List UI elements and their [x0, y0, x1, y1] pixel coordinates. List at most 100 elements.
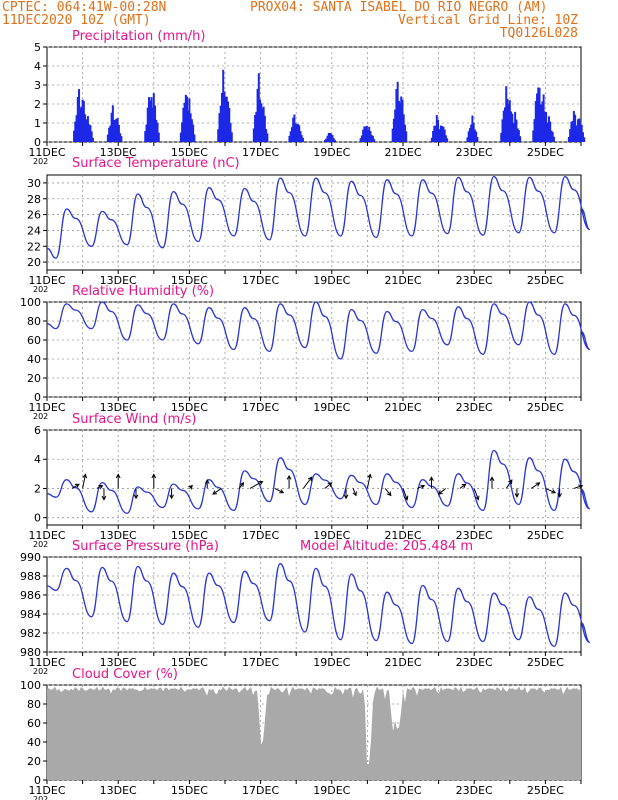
plot-frame	[46, 301, 582, 398]
precip-bar	[147, 133, 150, 142]
wind-vector	[302, 476, 313, 489]
x-tick-label: 17DEC	[242, 274, 279, 287]
y-tick-label: 20	[27, 256, 41, 269]
x-tick-label: 25DEC	[527, 784, 564, 797]
precip-bar	[359, 138, 362, 142]
x-tick-label: 17DEC	[242, 656, 279, 669]
precip-bar	[116, 118, 119, 142]
y-tick-label: 988	[20, 570, 41, 583]
header-station-name: PROX04: SANTA ISABEL DO RIO NEGRO (AM)	[250, 0, 547, 15]
precip-bar	[578, 118, 581, 142]
precip-bar	[119, 133, 122, 142]
precip-bar	[86, 116, 89, 142]
precip-bar	[189, 113, 192, 142]
wind-vector	[573, 485, 583, 489]
x-tick-label: 15DEC	[171, 784, 208, 797]
precip-bar	[256, 133, 259, 142]
precip-bar	[257, 73, 260, 142]
surface-pressure-title: Surface Pressure (hPa)	[72, 539, 219, 554]
wind-vector-head	[343, 494, 349, 500]
precip-bar	[218, 113, 221, 142]
precip-bar	[509, 136, 512, 142]
precip-bar	[77, 124, 80, 142]
x-tick-label: 13DEC	[100, 784, 137, 797]
rh-series-line	[46, 301, 591, 360]
precip-bar	[365, 134, 368, 142]
precip-bar	[84, 128, 87, 142]
x-tick-label: 25DEC	[527, 656, 564, 669]
x-tick-label: 23DEC	[456, 146, 493, 159]
precip-bar	[505, 86, 508, 142]
precip-bar	[510, 129, 513, 142]
wind-vector-head	[557, 493, 562, 498]
precip-bar	[363, 139, 366, 142]
precip-bar	[510, 111, 513, 142]
precip-bar	[532, 130, 535, 142]
precip-bar	[574, 133, 577, 142]
x-tick-label: 15DEC	[171, 274, 208, 287]
precip-bar	[294, 129, 297, 142]
wind-vector	[459, 483, 466, 489]
precip-bar	[181, 122, 184, 142]
precip-bar	[147, 97, 150, 142]
precip-bar	[544, 131, 547, 142]
precip-bar	[439, 125, 442, 142]
x-tick-label: 17DEC	[242, 784, 279, 797]
precip-bar	[391, 128, 394, 142]
precip-bar	[536, 93, 539, 142]
precip-bar	[540, 117, 543, 142]
precip-bar	[292, 117, 295, 142]
precip-bar	[83, 132, 86, 142]
precip-bar	[299, 131, 302, 142]
y-tick-label: 100	[20, 679, 41, 692]
y-tick-label: 3	[34, 79, 41, 92]
precip-bar	[514, 111, 517, 142]
x-tick-label: 13DEC	[100, 401, 137, 414]
precip-bar	[542, 137, 545, 142]
x-tick-label: 19DEC	[313, 529, 350, 542]
precip-bar	[437, 135, 440, 142]
precip-bar	[441, 126, 444, 142]
precip-bar	[90, 131, 93, 142]
y-tick-label: 22	[27, 240, 41, 253]
precip-bar	[545, 127, 548, 142]
x-tick-label: 15DEC	[171, 529, 208, 542]
y-tick-label: 20	[27, 372, 41, 385]
precip-bar	[75, 115, 78, 142]
wind-vector-head	[437, 490, 443, 495]
precip-bar	[511, 125, 514, 142]
precip-bar	[262, 106, 265, 142]
precip-bar	[223, 110, 226, 142]
precip-bar	[433, 125, 436, 142]
precip-bar	[549, 121, 552, 142]
precip-bar	[301, 137, 304, 142]
precip-bar	[89, 125, 92, 142]
precip-bar	[401, 99, 404, 142]
precip-bar	[220, 130, 223, 142]
precip-bar	[115, 118, 118, 142]
precip-bar	[265, 129, 268, 142]
precip-bar	[552, 136, 555, 142]
x-tick-label: 11DEC	[28, 401, 65, 414]
precip-bar	[222, 124, 225, 142]
relative-humidity-title: Relative Humidity (%)	[72, 284, 214, 299]
x-year-label: 202	[33, 157, 48, 166]
precip-bar	[263, 115, 266, 142]
plot-frame	[46, 429, 582, 526]
y-tick-label: 2	[34, 98, 41, 111]
x-tick-label: 13DEC	[100, 146, 137, 159]
y-tick-label: 26	[27, 209, 41, 222]
precip-bar	[186, 96, 189, 142]
y-tick-label: 60	[27, 717, 41, 730]
wind-vector-head	[551, 489, 557, 494]
wind-vector-head	[475, 495, 480, 501]
precip-bar	[254, 115, 257, 142]
y-tick-label: 1	[34, 117, 41, 130]
x-tick-label: 25DEC	[527, 401, 564, 414]
x-tick-label: 11DEC	[28, 274, 65, 287]
wind-vector	[438, 488, 447, 495]
precip-bar	[149, 100, 152, 142]
precip-bar	[81, 136, 84, 142]
precip-bar	[364, 126, 367, 142]
wind-vector-head	[307, 476, 313, 482]
